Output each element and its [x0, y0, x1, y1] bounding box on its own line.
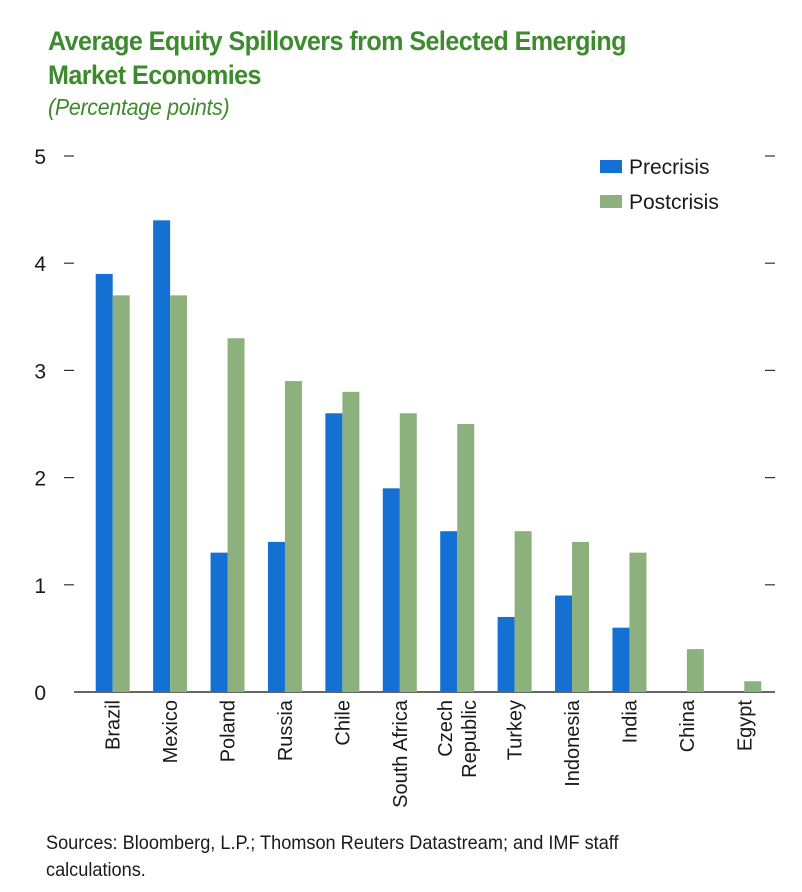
x-tick-label-line: Russia — [275, 699, 297, 761]
bar-postcrisis — [284, 381, 302, 692]
x-tick-label: Brazil — [103, 700, 125, 750]
bar-postcrisis — [744, 681, 762, 692]
legend-swatch-postcrisis — [600, 195, 622, 208]
bar-postcrisis — [457, 424, 475, 692]
legend-swatch-precrisis — [600, 160, 622, 173]
x-tick-label: South Africa — [390, 699, 412, 808]
x-axis-labels: Brazil Mexico Poland Russia Chile South Afric… — [103, 699, 757, 808]
y-tick-label: 5 — [34, 146, 46, 169]
bar-precrisis — [325, 413, 343, 692]
bar-precrisis — [382, 488, 400, 692]
x-tick-label-line: Brazil — [103, 700, 125, 750]
chart-bars — [95, 220, 762, 692]
bar-precrisis — [95, 273, 113, 692]
bar-precrisis — [497, 616, 515, 692]
bar-postcrisis — [227, 338, 245, 692]
y-tick-label: 1 — [34, 575, 46, 598]
x-tick-label: Indonesia — [562, 699, 584, 787]
x-tick-label: China — [677, 699, 699, 752]
x-tick-label: India — [619, 699, 641, 743]
x-tick-label: Turkey — [505, 700, 527, 760]
bar-postcrisis — [342, 391, 360, 692]
bar-chart: 0 1 2 3 4 5 Brazil Mexico Poland Russia Chile Sout… — [34, 146, 775, 808]
y-tick-label: 3 — [34, 360, 46, 383]
legend-label-precrisis: Precrisis — [629, 156, 710, 179]
bar-precrisis — [612, 627, 630, 692]
x-tick-label-line: Republic — [459, 700, 481, 778]
chart-axes: 0 1 2 3 4 5 — [34, 146, 775, 705]
chart-subtitle: (Percentage points) — [48, 94, 230, 120]
x-tick-label-line: South Africa — [390, 699, 412, 808]
bar-postcrisis — [112, 295, 130, 692]
y-tick-label: 2 — [34, 468, 46, 491]
y-tick-label: 0 — [34, 682, 46, 705]
bar-precrisis — [440, 531, 458, 692]
bar-postcrisis — [399, 413, 417, 692]
x-tick-label-line: Poland — [218, 700, 240, 762]
bar-postcrisis — [572, 541, 590, 692]
bar-precrisis — [210, 552, 228, 692]
bar-postcrisis — [514, 531, 532, 692]
x-tick-label-line: Chile — [332, 700, 354, 746]
legend-label-postcrisis: Postcrisis — [629, 191, 719, 214]
x-tick-label-line: Czech — [435, 700, 457, 757]
bar-precrisis — [267, 541, 285, 692]
bar-postcrisis — [629, 552, 647, 692]
x-tick-label-line: India — [619, 699, 641, 743]
bar-postcrisis — [170, 295, 188, 692]
x-tick-label: Chile — [332, 700, 354, 746]
chart-title: Average Equity Spillovers from Selected … — [48, 26, 626, 90]
bar-postcrisis — [686, 649, 704, 692]
x-tick-label-line: Mexico — [160, 700, 182, 763]
x-tick-label-line: China — [677, 699, 699, 752]
x-tick-label: Egypt — [734, 700, 756, 752]
y-tick-label: 4 — [34, 253, 46, 276]
bar-precrisis — [555, 595, 573, 692]
x-tick-label-line: Turkey — [505, 700, 527, 760]
x-tick-label-line: Egypt — [734, 700, 756, 752]
x-tick-label: Russia — [275, 699, 297, 761]
source-note: Sources: Bloomberg, L.P.; Thomson Reuter… — [46, 832, 619, 881]
chart-legend: Precrisis Postcrisis — [600, 156, 719, 214]
bar-precrisis — [153, 220, 171, 692]
x-tick-label: Poland — [218, 700, 240, 762]
x-tick-label-line: Indonesia — [562, 699, 584, 787]
x-tick-label: Czech Republic — [435, 700, 481, 778]
x-tick-label: Mexico — [160, 700, 182, 763]
